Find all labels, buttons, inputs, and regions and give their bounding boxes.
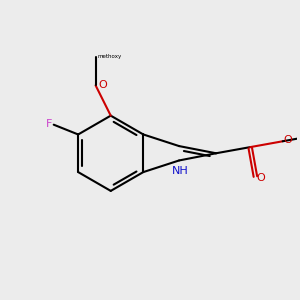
Text: O: O xyxy=(98,80,107,90)
Text: NH: NH xyxy=(172,166,189,176)
Text: F: F xyxy=(46,119,53,129)
Text: O: O xyxy=(256,172,265,182)
Text: O: O xyxy=(284,135,292,145)
Text: methoxy: methoxy xyxy=(97,54,122,59)
